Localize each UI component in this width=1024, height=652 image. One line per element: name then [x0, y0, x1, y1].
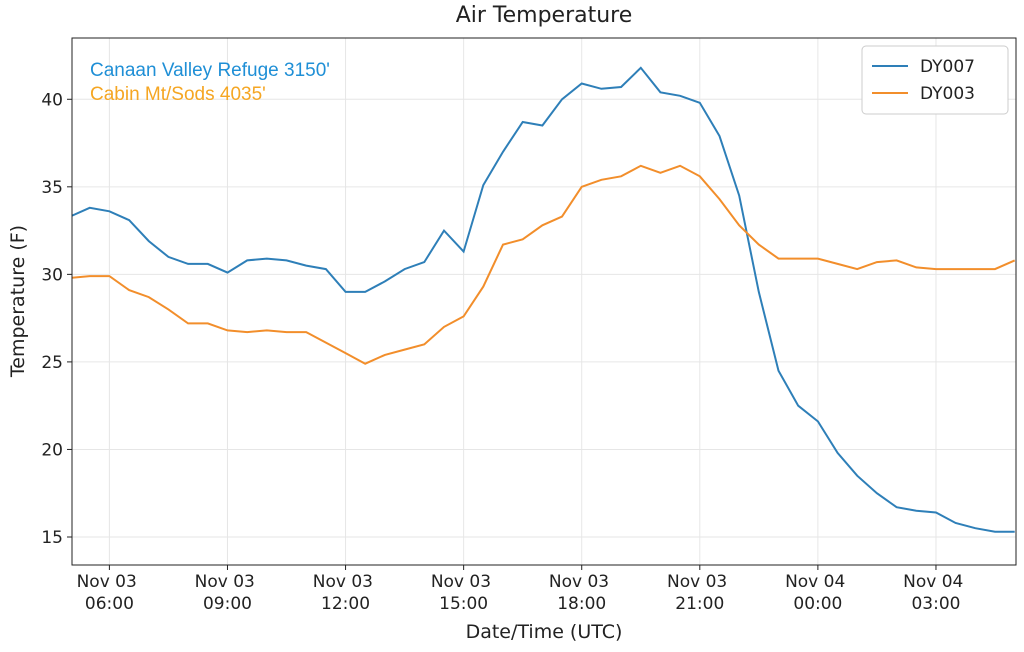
legend-label: DY003: [920, 84, 975, 104]
x-tick-label: Nov 03 06:00: [77, 572, 143, 614]
y-tick-label: 40: [41, 90, 63, 110]
x-tick-label: Nov 03 15:00: [431, 572, 497, 614]
y-tick-label: 35: [41, 178, 63, 198]
plot-frame: [71, 37, 1017, 566]
legend-box: [861, 45, 1009, 115]
chart-title: Air Temperature: [456, 3, 633, 28]
annotation: Canaan Valley Refuge 3150': [90, 60, 330, 81]
data-line: [72, 164, 1016, 365]
x-axis-label: Date/Time (UTC): [466, 621, 623, 643]
x-tick-label: Nov 04 03:00: [903, 572, 969, 614]
y-tick-label: 15: [41, 528, 63, 548]
x-tick-label: Nov 04 00:00: [785, 572, 851, 614]
y-tick-label: 20: [41, 440, 63, 460]
x-tick-label: Nov 03 18:00: [549, 572, 615, 614]
y-tick-label: 25: [41, 353, 63, 373]
x-tick-label: Nov 03 21:00: [667, 572, 733, 614]
legend-label: DY007: [920, 57, 975, 77]
y-axis-label: Temperature (F): [7, 225, 29, 378]
x-tick-label: Nov 03 12:00: [313, 572, 379, 614]
x-tick-label: Nov 03 09:00: [195, 572, 261, 614]
annotation: Cabin Mt/Sods 4035': [90, 84, 266, 105]
data-line: [72, 66, 1015, 533]
y-tick-label: 30: [41, 265, 63, 285]
